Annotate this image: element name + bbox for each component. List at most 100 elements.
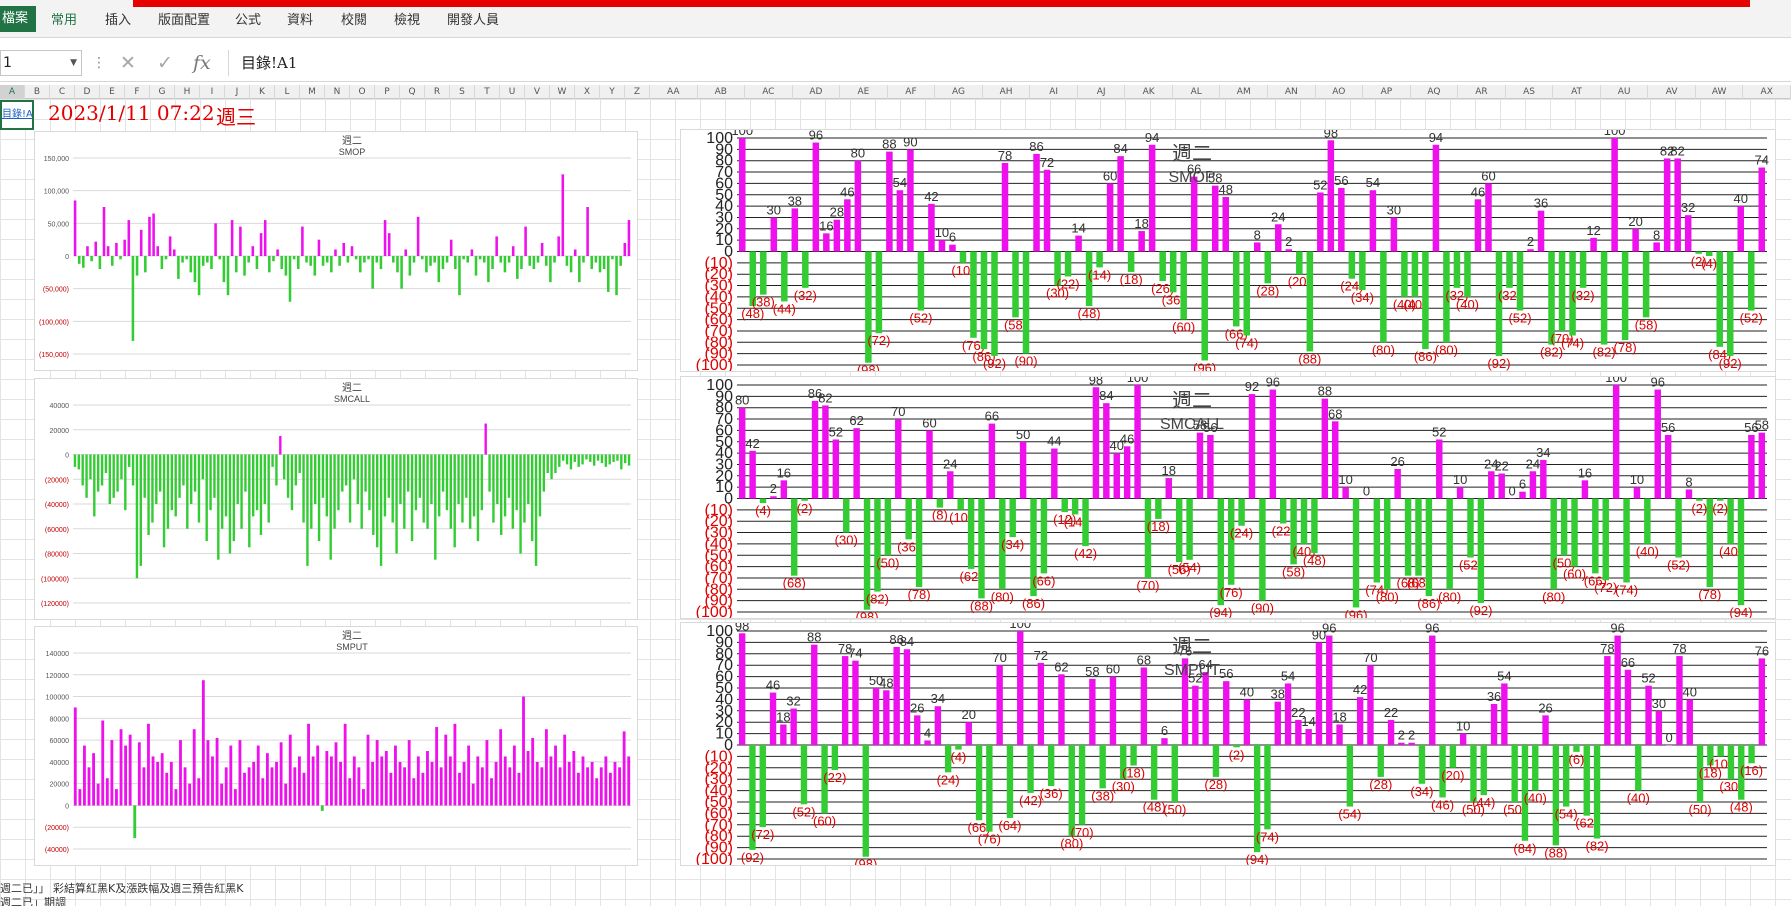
y-tick-label: (60) [705,559,733,576]
y-tick-label: (100000) [41,576,69,583]
data-label: 16 [777,465,791,480]
column-header-t[interactable]: T [475,85,500,99]
column-header-z[interactable]: Z [625,85,650,99]
column-header-aj[interactable]: AJ [1078,85,1126,99]
bar [1569,251,1576,336]
bar [1727,745,1735,780]
data-label: (52) [1508,311,1531,326]
column-header-am[interactable]: AM [1221,85,1269,99]
column-header-e[interactable]: E [100,85,125,99]
column-header-r[interactable]: R [425,85,450,99]
column-header-an[interactable]: AN [1268,85,1316,99]
column-header-ap[interactable]: AP [1363,85,1411,99]
column-header-ax[interactable]: AX [1743,85,1791,99]
column-header-as[interactable]: AS [1506,85,1554,99]
column-header-b[interactable]: B [25,85,50,99]
bar [1422,251,1429,350]
column-header-ai[interactable]: AI [1030,85,1078,99]
bar [73,200,77,256]
column-header-m[interactable]: M [300,85,325,99]
column-header-g[interactable]: G [150,85,175,99]
column-header-av[interactable]: AV [1648,85,1696,99]
bar [108,454,112,504]
column-header-c[interactable]: C [50,85,75,99]
column-header-j[interactable]: J [225,85,250,99]
bar [158,454,162,492]
function-icon[interactable]: fx [193,52,211,74]
data-label: 56 [1219,666,1233,681]
y-tick-label: (100) [696,604,733,618]
chart-smput-right[interactable]: 100 90 80 70 60 50 40 30 20 10 0 (10) (20) (30) (40) (5… [680,622,1776,866]
column-header-ak[interactable]: AK [1125,85,1173,99]
column-header-ag[interactable]: AG [935,85,983,99]
column-header-q[interactable]: Q [400,85,425,99]
bar [1180,251,1187,320]
column-header-aq[interactable]: AQ [1411,85,1459,99]
column-header-l[interactable]: L [275,85,300,99]
name-box[interactable]: 1 ▼ [0,50,82,76]
bar [468,454,472,529]
column-header-i[interactable]: I [200,85,225,99]
column-header-al[interactable]: AL [1173,85,1221,99]
y-tick-label: (40) [705,536,733,553]
column-header-ad[interactable]: AD [793,85,841,99]
bar [508,767,512,806]
chart-smop-right[interactable]: 100 90 80 70 60 50 40 30 20 10 0 (10) (20) (30) (40) (5… [680,129,1776,372]
tab-view[interactable]: 檢視 [394,13,421,28]
column-header-w[interactable]: W [550,85,575,99]
column-header-k[interactable]: K [250,85,275,99]
column-header-ar[interactable]: AR [1458,85,1506,99]
column-header-af[interactable]: AF [888,85,936,99]
tab-review[interactable]: 校閱 [341,13,368,28]
column-header-ao[interactable]: AO [1316,85,1364,99]
chart-smcall-left[interactable]: 40000 20000 0 (20000) (40000) (60000) (80000) (… [34,378,638,620]
chart-smput-left[interactable]: 140000 120000 100000 80000 60000 40000 20000 0 (… [34,626,638,866]
column-header-a[interactable]: A [0,85,25,99]
column-header-x[interactable]: X [575,85,600,99]
chart-smcall-right[interactable]: 100 90 80 70 60 50 40 30 20 10 0 (10) (20) (30) (40) (5… [680,376,1776,619]
column-header-u[interactable]: U [500,85,525,99]
column-header-aa[interactable]: AA [650,85,698,99]
enter-icon[interactable]: ✓ [157,52,173,74]
bar [379,454,383,566]
column-header-at[interactable]: AT [1553,85,1601,99]
bar [317,454,321,542]
bar [1332,421,1339,499]
data-label: 38 [1271,687,1285,702]
column-header-aw[interactable]: AW [1696,85,1744,99]
column-header-au[interactable]: AU [1601,85,1649,99]
bar [1654,389,1661,499]
tab-file[interactable]: 檔案 [0,6,37,32]
chevron-down-icon[interactable]: ▼ [70,58,77,68]
bar [263,454,267,504]
formula-input[interactable]: 目錄!A1 [228,50,1788,76]
column-header-y[interactable]: Y [600,85,625,99]
column-header-ab[interactable]: AB [698,85,746,99]
column-header-ae[interactable]: AE [840,85,888,99]
tab-data[interactable]: 資料 [287,13,314,28]
column-header-v[interactable]: V [525,85,550,99]
bar [1222,197,1229,252]
column-header-p[interactable]: P [375,85,400,99]
tab-page-layout[interactable]: 版面配置 [158,13,211,28]
bar [612,454,615,462]
bar [83,745,86,806]
column-header-h[interactable]: H [175,85,200,99]
bar [133,805,137,839]
cell-a1-link[interactable]: 目錄!A1 [0,100,34,130]
column-header-f[interactable]: F [125,85,150,99]
column-header-o[interactable]: O [350,85,375,99]
column-header-s[interactable]: S [450,85,475,99]
more-options-icon[interactable]: ⋮ [92,55,106,71]
column-header-n[interactable]: N [325,85,350,99]
tab-home[interactable]: 常用 [51,13,78,28]
tab-developer[interactable]: 開發人員 [447,13,500,28]
column-header-ac[interactable]: AC [745,85,793,99]
tab-insert[interactable]: 插入 [105,13,132,28]
chart-smop-left[interactable]: 150,000 100,000 50,000 0 (50,000) (100,000) (1… [34,131,638,371]
column-header-d[interactable]: D [75,85,100,99]
tab-formulas[interactable]: 公式 [235,13,262,28]
column-header-ah[interactable]: AH [983,85,1031,99]
bar [1068,745,1075,837]
cancel-icon[interactable]: ✕ [120,52,136,74]
